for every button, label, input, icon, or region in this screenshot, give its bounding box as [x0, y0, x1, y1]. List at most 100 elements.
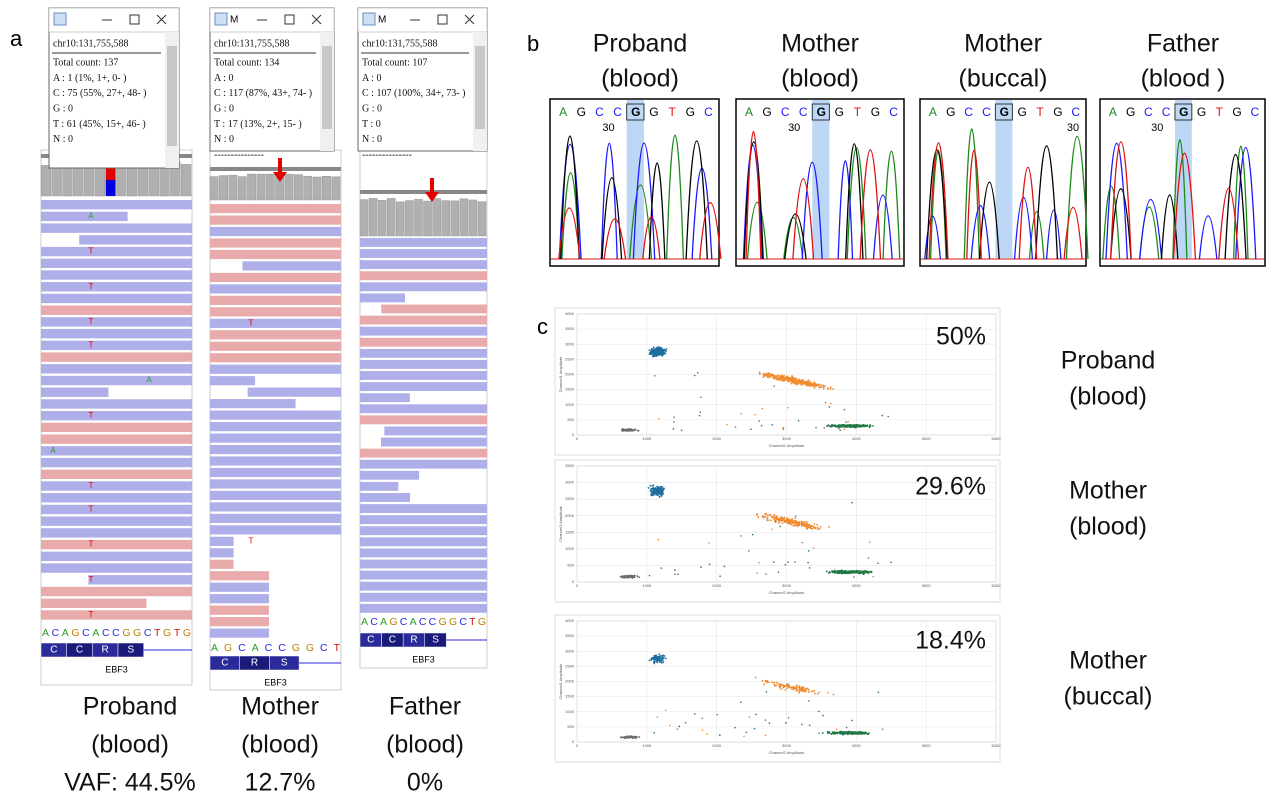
- droplet: [882, 728, 884, 730]
- droplet: [699, 411, 701, 413]
- droplet: [632, 429, 634, 431]
- droplet: [822, 385, 824, 387]
- x-tick-label: 3000: [782, 743, 792, 748]
- droplet: [726, 424, 728, 426]
- droplet: [627, 737, 629, 739]
- droplet: [665, 657, 667, 659]
- droplet: [803, 383, 805, 385]
- y-tick-label: 2500: [565, 356, 575, 361]
- droplet: [887, 416, 889, 418]
- droplet: [856, 424, 858, 426]
- droplet: [786, 521, 788, 523]
- droplet: [673, 421, 675, 423]
- mismatch-letter: T: [89, 481, 94, 490]
- read: [360, 504, 487, 513]
- droplet: [818, 691, 820, 693]
- droplet: [817, 383, 819, 385]
- y-axis-label: Channel1 Amplitude: [558, 356, 563, 393]
- mismatch-letter: T: [89, 411, 94, 420]
- droplet: [782, 684, 784, 686]
- chromatogram-subtitle: (buccal): [959, 65, 1048, 93]
- gene-codon: C: [367, 635, 374, 646]
- droplet: [786, 684, 788, 686]
- droplet: [653, 732, 655, 734]
- base-call: C: [1162, 105, 1171, 119]
- x-tick-label: 3000: [782, 583, 792, 588]
- droplet: [795, 384, 797, 386]
- popup-line: N : 0: [53, 134, 73, 145]
- popup-line: G : 0: [53, 103, 73, 114]
- popup-line: A : 1 (1%, 1+, 0- ): [53, 73, 126, 84]
- droplet: [823, 388, 825, 390]
- droplet: [694, 713, 696, 715]
- droplet: [763, 683, 765, 685]
- droplet: [663, 348, 665, 350]
- x-tick-label: 1000: [642, 583, 652, 588]
- droplet: [649, 485, 651, 487]
- droplet: [805, 688, 807, 690]
- droplet: [839, 571, 841, 573]
- coverage-bar: [442, 201, 450, 236]
- droplet: [701, 717, 703, 719]
- droplet: [815, 383, 817, 385]
- droplet: [803, 381, 805, 383]
- read: [360, 249, 487, 258]
- droplet: [787, 686, 789, 688]
- chromatogram-subtitle: (blood ): [1141, 65, 1226, 93]
- read: [210, 629, 269, 638]
- read: [41, 493, 192, 502]
- read: [210, 445, 341, 454]
- droplet: [817, 693, 819, 695]
- droplet: [656, 355, 658, 357]
- gene-codon: R: [251, 658, 258, 669]
- x-tick-label: 1000: [642, 436, 652, 441]
- droplet: [655, 350, 657, 352]
- mismatch-letter: A: [88, 212, 94, 221]
- droplet: [658, 490, 660, 492]
- droplet: [767, 515, 769, 517]
- droplet: [806, 523, 808, 525]
- read: [360, 316, 487, 325]
- y-axis-label: Channel1 Amplitude: [558, 505, 563, 542]
- droplet: [844, 571, 846, 573]
- ddpcr-tissue: (blood): [1069, 513, 1147, 541]
- droplet: [756, 572, 758, 574]
- coverage-bar: [238, 177, 246, 200]
- droplet: [782, 522, 784, 524]
- read: [360, 327, 487, 336]
- base-call: C: [613, 105, 622, 119]
- ddpcr-percent: 50%: [936, 323, 986, 351]
- read: [360, 404, 487, 413]
- droplet: [791, 380, 793, 382]
- x-tick-label: 2000: [712, 743, 722, 748]
- droplet: [807, 380, 809, 382]
- read: [210, 491, 341, 500]
- coverage-bar: [369, 198, 377, 236]
- sample-tissue: (blood): [91, 731, 169, 759]
- droplet: [629, 576, 631, 578]
- coverage-bar: [387, 198, 395, 236]
- droplet: [869, 571, 871, 573]
- droplet: [852, 733, 854, 735]
- base-call: T: [854, 105, 862, 119]
- droplet: [795, 516, 797, 518]
- y-tick-label: 1000: [565, 402, 575, 407]
- popup-scroll-thumb: [167, 46, 177, 146]
- y-tick-label: 3500: [565, 633, 575, 638]
- droplet: [890, 562, 892, 564]
- droplet: [766, 680, 768, 682]
- droplet: [764, 374, 766, 376]
- read: [210, 227, 341, 236]
- base-call: G: [649, 105, 658, 119]
- read: [210, 422, 341, 431]
- droplet: [786, 375, 788, 377]
- read: [41, 540, 192, 549]
- droplet: [654, 658, 656, 660]
- droplet: [663, 488, 665, 490]
- droplet: [755, 714, 757, 716]
- mismatch-letter: T: [89, 505, 94, 514]
- droplet: [804, 689, 806, 691]
- droplet: [765, 735, 767, 737]
- x-tick-label: 6000: [992, 436, 1002, 441]
